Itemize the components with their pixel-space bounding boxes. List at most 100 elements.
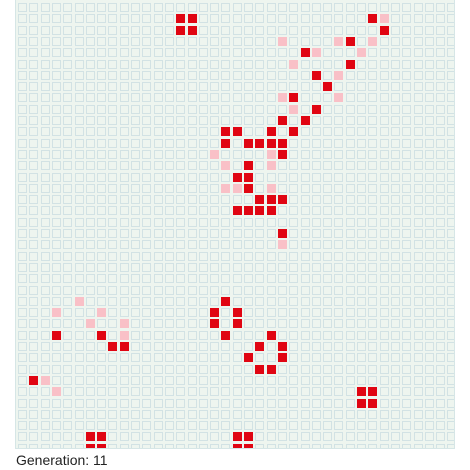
cell[interactable] bbox=[97, 252, 106, 261]
cell[interactable] bbox=[75, 432, 84, 441]
cell[interactable] bbox=[108, 240, 117, 249]
cell[interactable] bbox=[334, 353, 343, 362]
cell[interactable] bbox=[447, 60, 454, 69]
cell[interactable] bbox=[41, 308, 50, 317]
cell[interactable] bbox=[334, 116, 343, 125]
cell-alive[interactable] bbox=[278, 353, 287, 362]
cell[interactable] bbox=[63, 240, 72, 249]
cell[interactable] bbox=[301, 184, 310, 193]
cell[interactable] bbox=[210, 26, 219, 35]
cell[interactable] bbox=[402, 218, 411, 227]
cell[interactable] bbox=[154, 432, 163, 441]
cell[interactable] bbox=[86, 3, 95, 12]
cell[interactable] bbox=[436, 444, 445, 448]
cell[interactable] bbox=[436, 274, 445, 283]
cell[interactable] bbox=[221, 342, 230, 351]
cell[interactable] bbox=[221, 195, 230, 204]
cell[interactable] bbox=[29, 206, 38, 215]
cell[interactable] bbox=[154, 14, 163, 23]
cell[interactable] bbox=[380, 218, 389, 227]
cell[interactable] bbox=[402, 206, 411, 215]
cell[interactable] bbox=[131, 387, 140, 396]
cell[interactable] bbox=[188, 184, 197, 193]
cell[interactable] bbox=[52, 297, 61, 306]
cell[interactable] bbox=[142, 274, 151, 283]
cell[interactable] bbox=[334, 286, 343, 295]
cell[interactable] bbox=[346, 432, 355, 441]
cell[interactable] bbox=[278, 161, 287, 170]
cell[interactable] bbox=[267, 399, 276, 408]
cell[interactable] bbox=[334, 252, 343, 261]
cell-alive[interactable] bbox=[255, 195, 264, 204]
cell[interactable] bbox=[63, 342, 72, 351]
cell[interactable] bbox=[199, 353, 208, 362]
cell[interactable] bbox=[165, 376, 174, 385]
cell[interactable] bbox=[368, 173, 377, 182]
cell[interactable] bbox=[255, 410, 264, 419]
cell[interactable] bbox=[380, 3, 389, 12]
cell[interactable] bbox=[221, 71, 230, 80]
cell[interactable] bbox=[142, 308, 151, 317]
cell[interactable] bbox=[425, 331, 434, 340]
cell[interactable] bbox=[131, 229, 140, 238]
cell[interactable] bbox=[380, 342, 389, 351]
cell[interactable] bbox=[63, 353, 72, 362]
cell[interactable] bbox=[120, 410, 129, 419]
cell-dying[interactable] bbox=[86, 319, 95, 328]
cell[interactable] bbox=[75, 139, 84, 148]
cell[interactable] bbox=[29, 48, 38, 57]
cell-dying[interactable] bbox=[380, 14, 389, 23]
cell[interactable] bbox=[346, 263, 355, 272]
cell[interactable] bbox=[63, 93, 72, 102]
cell[interactable] bbox=[380, 195, 389, 204]
cell[interactable] bbox=[402, 319, 411, 328]
cell[interactable] bbox=[18, 37, 27, 46]
cell[interactable] bbox=[52, 184, 61, 193]
cell-alive[interactable] bbox=[244, 184, 253, 193]
cell[interactable] bbox=[154, 93, 163, 102]
cell[interactable] bbox=[142, 139, 151, 148]
cell[interactable] bbox=[346, 3, 355, 12]
cell[interactable] bbox=[357, 252, 366, 261]
cell[interactable] bbox=[334, 240, 343, 249]
cell[interactable] bbox=[289, 48, 298, 57]
cell[interactable] bbox=[334, 3, 343, 12]
cell[interactable] bbox=[436, 26, 445, 35]
cell[interactable] bbox=[86, 229, 95, 238]
cell[interactable] bbox=[323, 139, 332, 148]
cell[interactable] bbox=[357, 432, 366, 441]
cell[interactable] bbox=[436, 432, 445, 441]
cell[interactable] bbox=[63, 150, 72, 159]
cell[interactable] bbox=[425, 229, 434, 238]
cell[interactable] bbox=[425, 48, 434, 57]
cell[interactable] bbox=[41, 410, 50, 419]
cell[interactable] bbox=[97, 139, 106, 148]
cell[interactable] bbox=[255, 240, 264, 249]
cell[interactable] bbox=[436, 286, 445, 295]
cell[interactable] bbox=[346, 206, 355, 215]
cell[interactable] bbox=[63, 399, 72, 408]
cell[interactable] bbox=[301, 139, 310, 148]
cell[interactable] bbox=[233, 116, 242, 125]
cell[interactable] bbox=[267, 353, 276, 362]
cell[interactable] bbox=[334, 410, 343, 419]
cell[interactable] bbox=[176, 105, 185, 114]
cell[interactable] bbox=[380, 37, 389, 46]
cell[interactable] bbox=[233, 240, 242, 249]
cell[interactable] bbox=[278, 331, 287, 340]
cell[interactable] bbox=[29, 161, 38, 170]
cell-alive[interactable] bbox=[278, 195, 287, 204]
cell[interactable] bbox=[131, 60, 140, 69]
cell[interactable] bbox=[380, 297, 389, 306]
cell[interactable] bbox=[165, 432, 174, 441]
cell[interactable] bbox=[210, 195, 219, 204]
cell[interactable] bbox=[436, 387, 445, 396]
cell[interactable] bbox=[402, 116, 411, 125]
cell[interactable] bbox=[154, 71, 163, 80]
cell-alive[interactable] bbox=[267, 365, 276, 374]
cell[interactable] bbox=[18, 14, 27, 23]
cell[interactable] bbox=[18, 376, 27, 385]
cell[interactable] bbox=[97, 150, 106, 159]
cell-alive[interactable] bbox=[233, 206, 242, 215]
cell[interactable] bbox=[267, 387, 276, 396]
